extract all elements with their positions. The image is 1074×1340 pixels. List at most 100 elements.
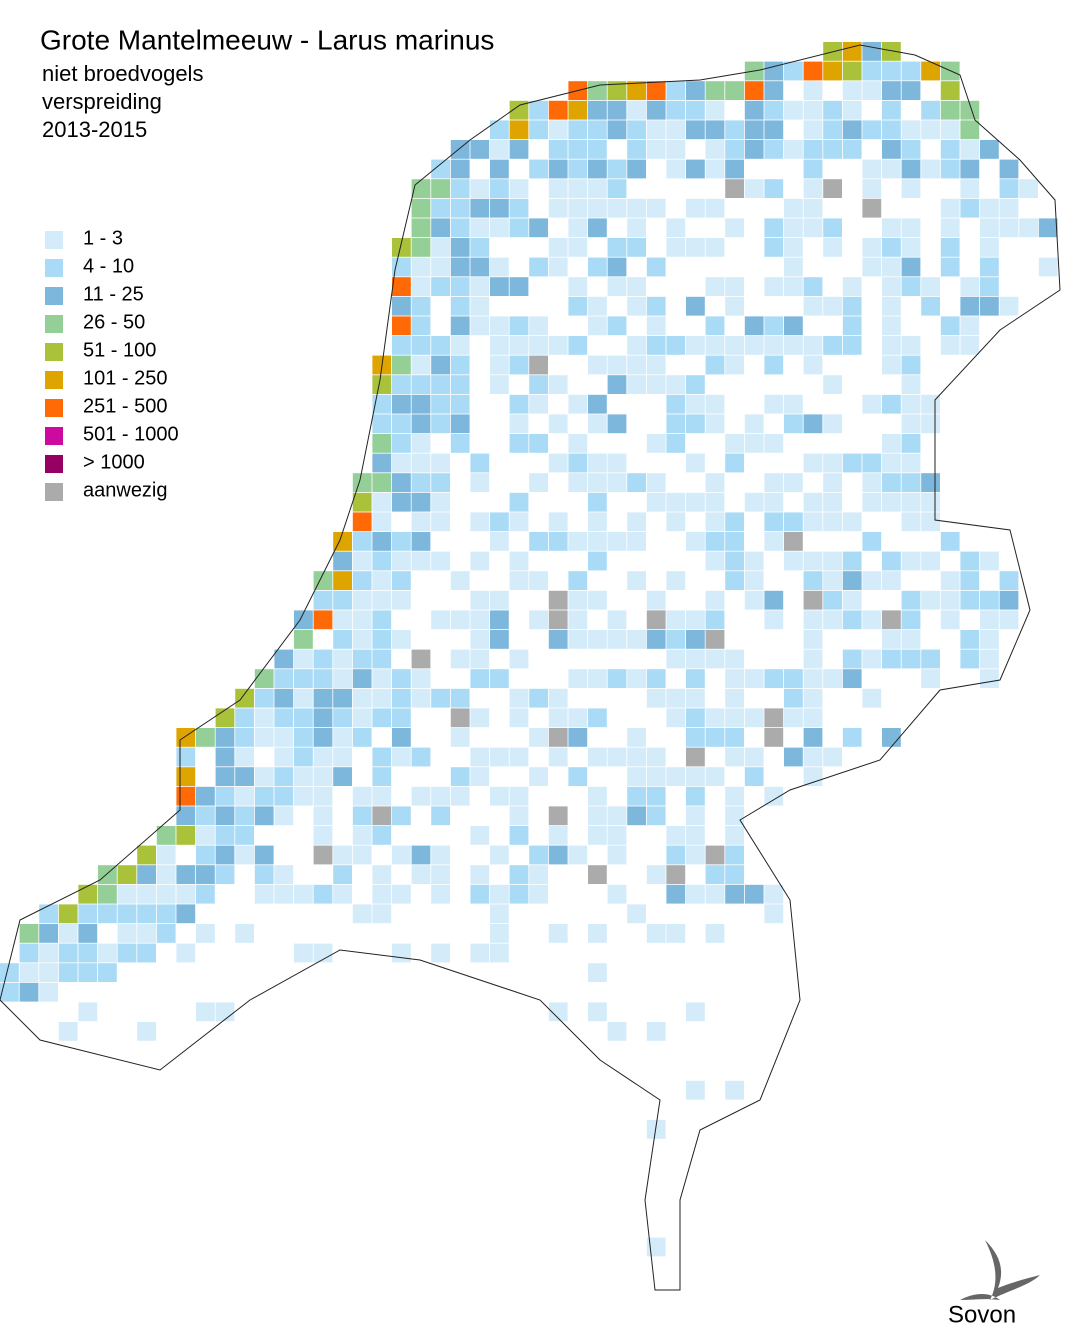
grid-cell <box>431 355 450 375</box>
grid-cell <box>960 551 980 571</box>
grid-cell <box>588 81 607 100</box>
grid-cell <box>901 61 921 81</box>
grid-cell <box>529 316 548 336</box>
grid-cell <box>686 532 705 551</box>
grid-cell <box>705 394 725 414</box>
grid-cell <box>862 492 882 512</box>
grid-cell <box>490 355 509 375</box>
grid-cell <box>274 669 294 688</box>
grid-cell <box>392 884 411 904</box>
grid-cell <box>627 100 646 120</box>
grid-cell <box>882 81 901 100</box>
grid-cell <box>352 551 372 571</box>
grid-cell <box>627 571 646 590</box>
grid-cell <box>450 316 470 336</box>
grid-cell <box>646 630 666 649</box>
grid-cell <box>333 649 352 669</box>
grid-cell <box>764 61 784 81</box>
grid-cell <box>568 277 588 296</box>
grid-cell <box>509 218 529 238</box>
grid-cell <box>588 551 607 571</box>
grid-cell <box>627 473 646 492</box>
grid-cell <box>686 198 705 218</box>
grid-cell <box>392 943 411 963</box>
grid-cell <box>372 865 392 884</box>
grid-cell <box>333 571 352 590</box>
grid-cell <box>784 100 803 120</box>
grid-cell <box>450 786 470 806</box>
grid-cell <box>901 159 921 179</box>
grid-cell <box>882 492 901 512</box>
grid-cell <box>627 767 646 786</box>
grid-cell <box>352 571 372 590</box>
grid-cell <box>450 571 470 590</box>
grid-cell <box>784 551 803 571</box>
grid-cell <box>901 512 921 532</box>
grid-cell <box>509 688 529 708</box>
grid-cell <box>705 845 725 865</box>
grid-cell <box>568 767 588 786</box>
grid-cell <box>470 943 490 963</box>
grid-cell <box>823 747 842 767</box>
grid-cell <box>940 140 960 159</box>
grid-cell <box>588 100 607 120</box>
grid-cell <box>764 728 784 747</box>
grid-cell <box>588 826 607 845</box>
legend-swatch <box>45 483 63 501</box>
grid-cell <box>19 963 39 982</box>
grid-cell <box>294 786 313 806</box>
grid-cell <box>725 826 744 845</box>
grid-cell <box>882 100 901 120</box>
grid-cell <box>627 786 646 806</box>
grid-cell <box>784 473 803 492</box>
grid-cell <box>823 218 842 238</box>
grid-cell <box>431 414 450 434</box>
grid-cell <box>627 159 646 179</box>
grid-cell <box>352 669 372 688</box>
grid-cell <box>607 81 627 100</box>
grid-cell <box>725 512 744 532</box>
grid-cell <box>686 806 705 826</box>
grid-cell <box>98 943 117 963</box>
grid-cell <box>176 747 196 767</box>
grid-cell <box>215 747 235 767</box>
grid-cell <box>78 904 98 924</box>
legend-label: 101 - 250 <box>83 367 168 389</box>
grid-cell <box>588 924 607 943</box>
grid-cell <box>666 375 686 394</box>
grid-cell <box>529 473 548 492</box>
grid-cell <box>764 140 784 159</box>
grid-cell <box>940 198 960 218</box>
grid-cell <box>764 512 784 532</box>
grid-cell <box>666 100 686 120</box>
grid-cell <box>764 610 784 630</box>
grid-cell <box>823 375 842 394</box>
grid-cell <box>607 355 627 375</box>
grid-cell <box>470 747 490 767</box>
grid-cell <box>607 473 627 492</box>
grid-cell <box>39 904 58 924</box>
grid-cell <box>568 100 588 120</box>
grid-cell <box>509 120 529 140</box>
grid-cell <box>411 296 431 316</box>
grid-cell <box>509 394 529 414</box>
grid-cell <box>627 904 646 924</box>
grid-cell <box>823 61 842 81</box>
grid-cell <box>764 590 784 610</box>
grid-cell <box>882 453 901 473</box>
grid-cell <box>666 649 686 669</box>
grid-cell <box>901 630 921 649</box>
legend-label: 1 - 3 <box>83 227 123 249</box>
grid-cell <box>686 1002 705 1022</box>
grid-cell <box>392 590 411 610</box>
grid-cell <box>921 551 940 571</box>
grid-cell <box>842 512 862 532</box>
grid-cell <box>607 179 627 198</box>
grid-cell <box>764 434 784 453</box>
grid-cell <box>646 610 666 630</box>
grid-cell <box>960 140 980 159</box>
grid-cell <box>901 394 921 414</box>
grid-cell <box>548 336 568 355</box>
grid-cell <box>450 277 470 296</box>
